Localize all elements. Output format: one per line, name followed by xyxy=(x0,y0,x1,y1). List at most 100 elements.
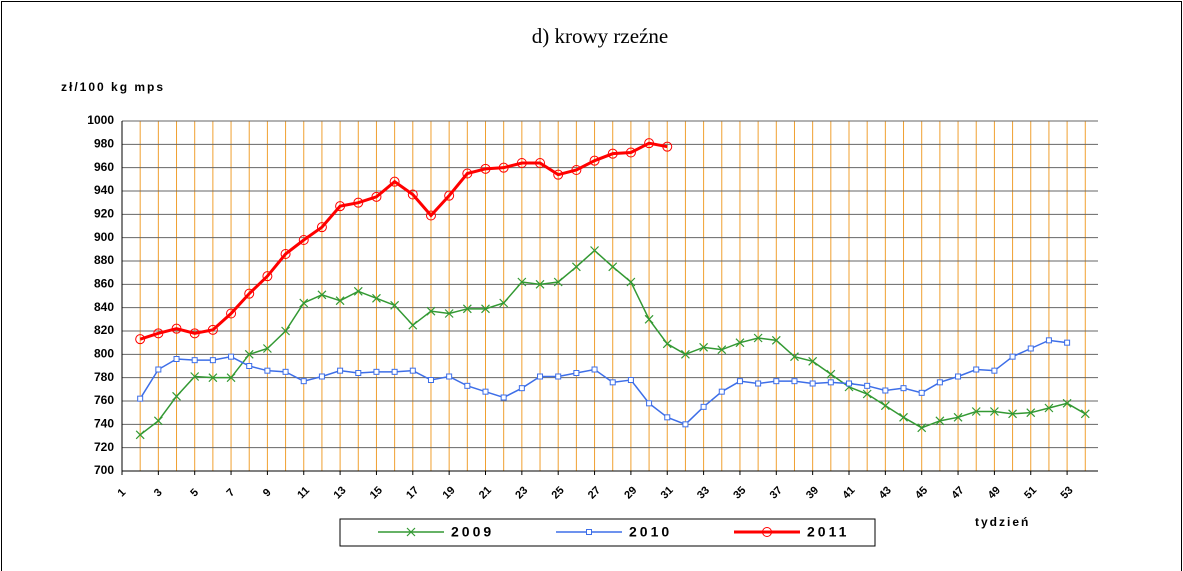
point xyxy=(991,367,998,374)
point xyxy=(317,290,327,300)
point xyxy=(318,373,325,380)
x-tick-label: 11 xyxy=(295,485,312,502)
point xyxy=(173,356,180,362)
y-tick-label: 700 xyxy=(94,463,114,477)
point xyxy=(625,147,636,158)
point xyxy=(499,298,509,308)
point xyxy=(407,189,418,200)
point xyxy=(846,380,853,387)
y-tick-label: 960 xyxy=(94,160,114,174)
x-tick-label: 27 xyxy=(586,484,603,501)
point xyxy=(607,148,618,159)
point xyxy=(973,366,980,373)
point xyxy=(480,163,491,174)
point xyxy=(389,176,400,187)
point xyxy=(280,249,291,259)
point xyxy=(682,421,689,428)
point xyxy=(228,353,235,360)
point xyxy=(426,306,436,316)
x-tick-label: 31 xyxy=(659,484,676,501)
x-tick-label: 13 xyxy=(331,484,348,501)
point xyxy=(553,277,563,287)
point xyxy=(753,333,763,343)
point xyxy=(864,382,871,389)
point xyxy=(208,373,218,383)
point xyxy=(482,388,489,395)
point xyxy=(918,389,925,396)
point xyxy=(553,169,564,180)
point xyxy=(262,344,272,353)
point xyxy=(936,379,943,386)
x-tick-label: 53 xyxy=(1058,484,1075,501)
point xyxy=(462,168,473,179)
y-tick-label: 760 xyxy=(94,393,114,407)
point xyxy=(700,403,707,410)
point xyxy=(189,328,200,339)
x-tick-label: 45 xyxy=(913,484,930,501)
point xyxy=(808,356,818,366)
point xyxy=(135,430,145,440)
point xyxy=(390,300,400,310)
point xyxy=(809,380,816,387)
point xyxy=(627,377,634,383)
y-tick-label: 800 xyxy=(94,347,114,361)
point xyxy=(316,222,327,233)
point xyxy=(900,385,907,392)
point xyxy=(444,309,454,318)
point xyxy=(590,246,599,255)
point xyxy=(882,387,889,394)
point xyxy=(425,210,436,221)
point xyxy=(462,304,472,314)
point xyxy=(626,277,636,287)
legend-label: 2011 xyxy=(807,524,849,540)
point xyxy=(1026,408,1036,418)
point xyxy=(573,370,580,376)
x-tick-label: 37 xyxy=(768,484,785,501)
x-tick-label: 21 xyxy=(477,484,494,501)
point xyxy=(190,372,200,381)
y-tick-label: 940 xyxy=(94,183,114,197)
point xyxy=(244,349,254,359)
x-tick-label: 23 xyxy=(513,484,530,501)
point xyxy=(481,304,490,314)
point xyxy=(335,201,346,212)
point xyxy=(335,296,345,306)
point xyxy=(209,357,216,364)
point xyxy=(586,529,592,535)
y-tick-label: 820 xyxy=(94,323,114,337)
point xyxy=(371,191,382,202)
point xyxy=(609,379,616,386)
point xyxy=(153,416,163,426)
point xyxy=(226,373,236,383)
x-tick-label: 5 xyxy=(188,487,201,500)
point xyxy=(1044,403,1054,413)
point xyxy=(300,378,307,385)
point xyxy=(427,377,434,383)
point xyxy=(1009,353,1016,360)
y-axis-label: zł/100 kg mps xyxy=(61,80,165,94)
point xyxy=(535,279,545,289)
point xyxy=(246,363,253,369)
point xyxy=(172,391,181,401)
point xyxy=(955,373,962,380)
point xyxy=(589,155,600,166)
point xyxy=(537,373,544,380)
point xyxy=(555,373,562,380)
point xyxy=(826,369,836,379)
x-tick-label: 39 xyxy=(804,484,821,501)
y-tick-label: 720 xyxy=(94,440,114,454)
point xyxy=(571,262,581,272)
point xyxy=(1064,339,1071,346)
point xyxy=(298,235,309,245)
x-tick-label: 7 xyxy=(225,487,238,500)
point xyxy=(516,158,527,168)
x-tick-label: 3 xyxy=(152,487,165,500)
point xyxy=(353,197,364,208)
x-tick-label: 49 xyxy=(986,484,1003,501)
legend-label: 2009 xyxy=(451,524,494,540)
point xyxy=(862,389,872,399)
point xyxy=(299,298,309,308)
point xyxy=(517,277,527,287)
